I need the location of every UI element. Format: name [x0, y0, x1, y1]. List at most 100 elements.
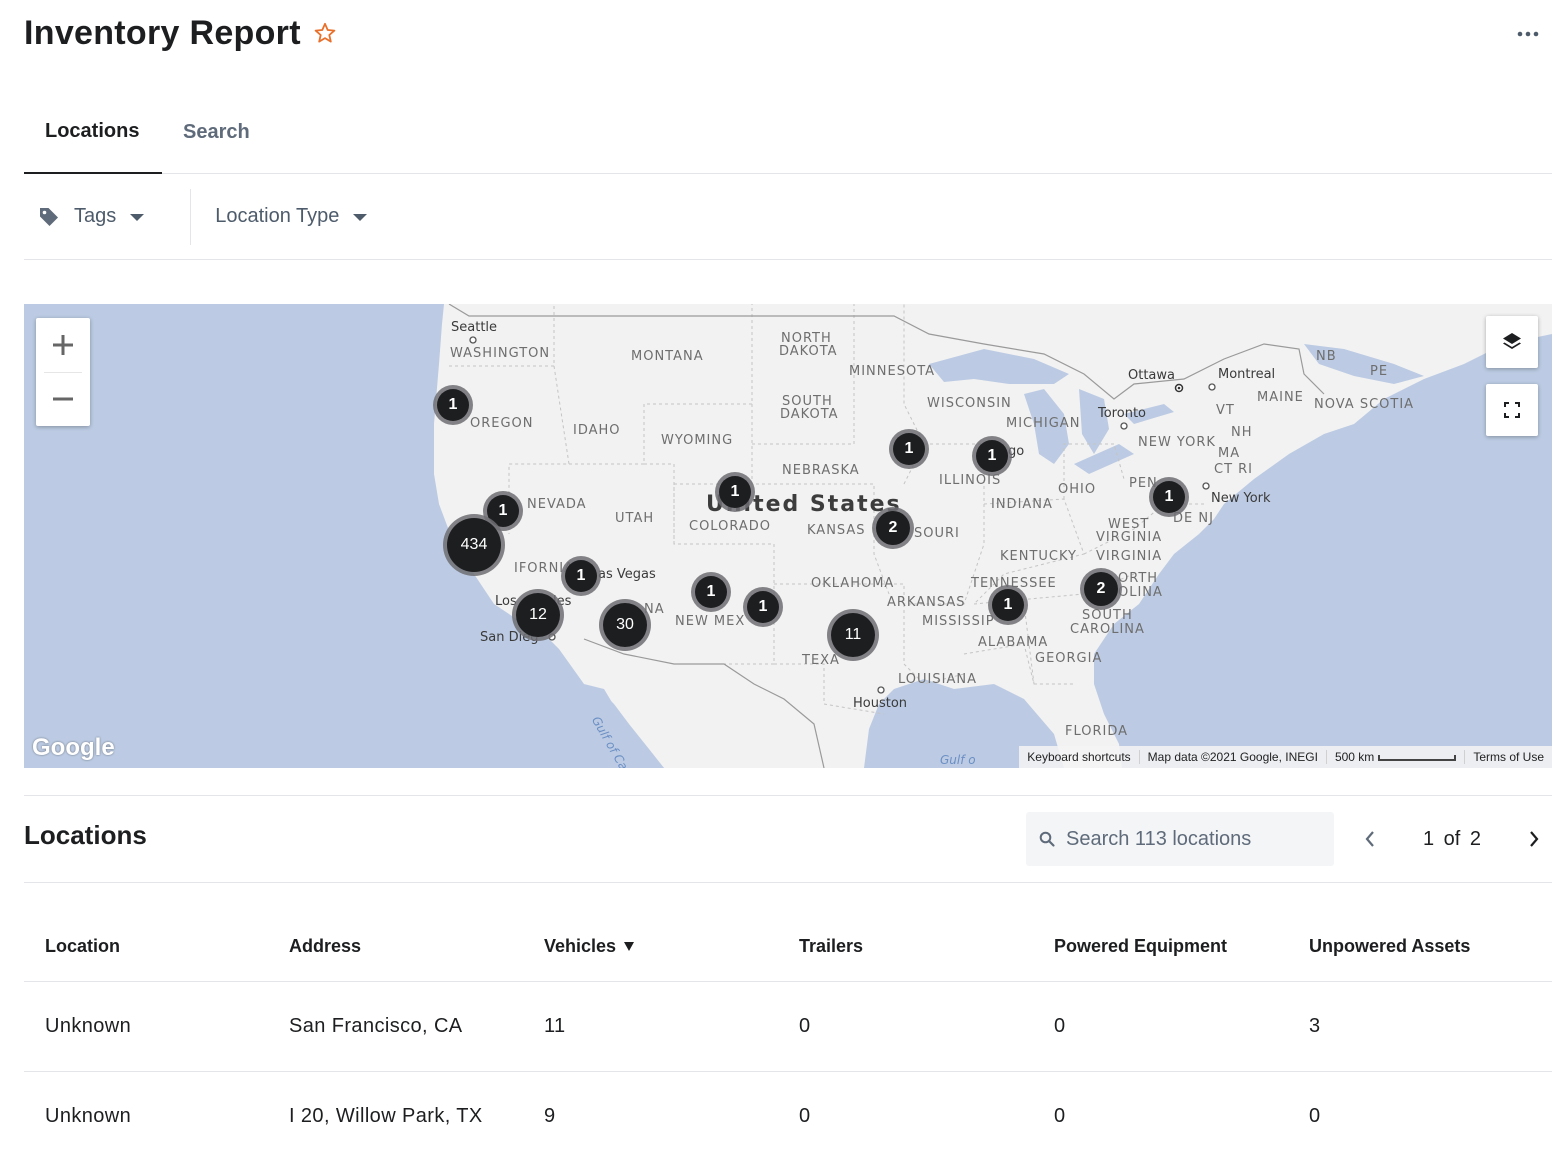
map-label: PEN [1129, 476, 1158, 491]
map-basemap [24, 304, 1552, 768]
map-cluster-marker[interactable]: 1 [695, 576, 727, 608]
map-label: MINNESOTA [849, 364, 936, 379]
map-label: WEST [1108, 517, 1150, 532]
minus-icon [53, 397, 73, 401]
map-label: Seattle [451, 320, 498, 335]
search-input[interactable] [1066, 827, 1316, 851]
map-label: Toronto [1098, 406, 1146, 421]
column-header-vehicles[interactable]: Vehicles [523, 936, 778, 957]
map-label: ALABAMA [978, 635, 1049, 650]
column-header-label: Unpowered Assets [1309, 936, 1471, 956]
map-label: ARKANSAS [887, 595, 966, 610]
column-header-unpowered-assets[interactable]: Unpowered Assets [1288, 936, 1552, 957]
map-label: TEXA [802, 653, 840, 668]
map-label: MAINE [1257, 390, 1304, 405]
star-icon[interactable] [313, 21, 337, 45]
map-cluster-marker[interactable]: 2 [876, 511, 910, 545]
map-cluster-marker[interactable]: 1 [437, 389, 469, 421]
map-label: MA [1218, 446, 1241, 461]
map-label: NH [1231, 425, 1253, 440]
table-row[interactable]: Unknown San Francisco, CA 11 0 0 3 [24, 982, 1552, 1072]
map-cluster-marker[interactable]: 434 [447, 518, 501, 572]
cell-vehicles: 11 [544, 1015, 566, 1037]
map-label: NOVA SCOTIA [1314, 397, 1415, 412]
map-cluster-marker[interactable]: 1 [487, 495, 519, 527]
pagination: 1 of 2 [1352, 812, 1552, 866]
map-label: New York [1211, 491, 1271, 506]
fullscreen-icon [1504, 402, 1520, 418]
map-label: COLORADO [689, 519, 771, 534]
column-header-powered-equipment[interactable]: Powered Equipment [1033, 936, 1288, 957]
caret-down-icon [353, 214, 368, 221]
map-cluster-marker[interactable]: 1 [1153, 481, 1185, 513]
map-label: go [1008, 444, 1025, 459]
map-cluster-marker[interactable]: 1 [747, 591, 779, 623]
column-header-address[interactable]: Address [268, 936, 523, 957]
location-type-filter-label: Location Type [215, 205, 340, 227]
cell-trailers: 0 [799, 1105, 811, 1127]
map-label: DAKOTA [780, 407, 839, 422]
map-cluster-marker[interactable]: 1 [992, 589, 1024, 621]
zoom-in-button[interactable] [36, 318, 90, 372]
map-label: VIRGINIA [1096, 549, 1163, 564]
map-label: SOUTH [782, 394, 833, 409]
map-label: GEORGIA [1035, 651, 1103, 666]
map-label: IDAHO [573, 423, 621, 438]
scale-bar [1378, 754, 1457, 761]
map-label: MONTANA [631, 349, 704, 364]
column-header-label: Address [289, 936, 362, 956]
map-cluster-marker[interactable]: 1 [976, 440, 1008, 472]
map-data-text: Map data ©2021 Google, INEGI [1138, 750, 1326, 764]
map-fullscreen-button[interactable] [1486, 384, 1538, 436]
locations-map[interactable]: Seattle WASHINGTON MONTANA NORTH DAKOTA … [24, 304, 1552, 768]
location-search-box[interactable] [1026, 812, 1334, 866]
tab-bar: Locations Search [24, 96, 1552, 174]
filter-bar: Tags Location Type [24, 174, 1552, 260]
tags-filter-dropdown[interactable]: Tags [24, 188, 192, 245]
map-label: KANSAS [807, 523, 866, 538]
zoom-out-button[interactable] [36, 372, 90, 426]
previous-page-button[interactable] [1352, 821, 1388, 857]
keyboard-shortcuts-link[interactable]: Keyboard shortcuts [1027, 750, 1131, 764]
location-type-filter-dropdown[interactable]: Location Type [191, 189, 368, 245]
tags-filter-label: Tags [74, 205, 117, 227]
map-cluster-marker[interactable]: 2 [1084, 572, 1118, 606]
map-cluster-marker[interactable]: 1 [893, 433, 925, 465]
map-label: NEBRASKA [782, 463, 860, 478]
map-label: NEVADA [527, 497, 587, 512]
tab-locations[interactable]: Locations [24, 96, 162, 174]
map-label: NEW YORK [1138, 435, 1216, 450]
map-label: FLORIDA [1065, 724, 1129, 739]
cell-location: Unknown [45, 1015, 132, 1037]
map-label: UTAH [615, 511, 655, 526]
cell-address: I 20, Willow Park, TX [289, 1105, 483, 1127]
table-row[interactable]: Unknown I 20, Willow Park, TX 9 0 0 0 [24, 1072, 1552, 1150]
map-scale: 500 km [1325, 750, 1464, 764]
more-options-icon[interactable] [1514, 20, 1542, 48]
next-page-button[interactable] [1516, 821, 1552, 857]
map-cluster-marker[interactable]: 11 [831, 613, 875, 657]
map-zoom-control [36, 318, 90, 426]
divider [44, 372, 82, 373]
map-cluster-marker[interactable]: 30 [603, 603, 647, 647]
terms-of-use-link[interactable]: Terms of Use [1464, 750, 1552, 764]
map-label: ILLINOIS [939, 473, 1002, 488]
table-header: Location Address Vehicles Trailers Power… [24, 912, 1552, 982]
map-cluster-marker[interactable]: 1 [719, 476, 751, 508]
map-label: Montreal [1218, 367, 1276, 382]
map-label: NEW MEX [675, 614, 746, 629]
tag-icon [38, 206, 60, 228]
map-cluster-marker[interactable]: 12 [516, 593, 560, 637]
map-label: ORTH [1118, 571, 1159, 586]
tab-search[interactable]: Search [183, 120, 250, 143]
map-label: as Vegas [598, 567, 656, 582]
map-label: WISCONSIN [927, 396, 1012, 411]
column-header-trailers[interactable]: Trailers [778, 936, 1033, 957]
map-layers-button[interactable] [1486, 316, 1538, 368]
cell-address: San Francisco, CA [289, 1015, 463, 1037]
cell-unpowered-assets: 3 [1309, 1015, 1321, 1037]
map-label: LOUISIANA [898, 672, 977, 687]
map-label: NB [1316, 349, 1337, 364]
map-cluster-marker[interactable]: 1 [565, 560, 597, 592]
column-header-location[interactable]: Location [24, 936, 268, 957]
